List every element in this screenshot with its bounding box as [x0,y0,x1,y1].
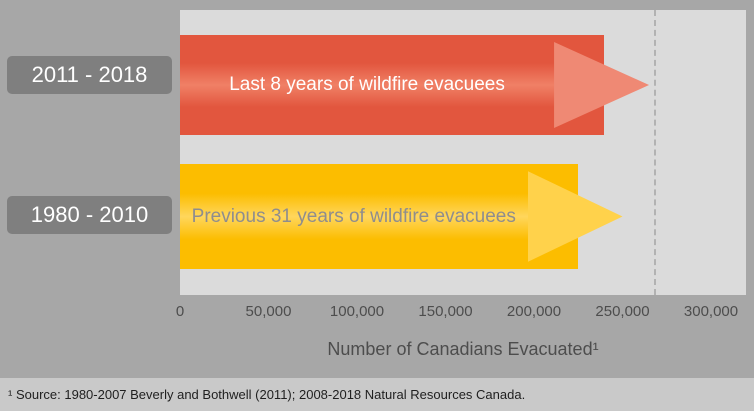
bar-1980-2010-shaft [180,164,578,269]
x-tick-label: 100,000 [329,303,385,320]
bar-2011-2018: Last 8 years of wildfire evacuees [180,35,650,135]
bar-1980-2010-label: Previous 31 years of wildfire evacuees [191,205,516,227]
x-tick-label: 200,000 [506,303,562,320]
category-label-1980-2010: 1980 - 2010 [7,196,172,234]
plot-area: Last 8 years of wildfire evacuees Previo… [180,10,746,295]
footnote-text: ¹ Source: 1980-2007 Beverly and Bothwell… [8,387,526,402]
reference-dashed-line [654,10,657,295]
x-tick-label: 250,000 [595,303,650,320]
bar-2011-2018-label: Last 8 years of wildfire evacuees [229,74,505,95]
x-axis-title: Number of Canadians Evacuated¹ [327,339,599,359]
x-axis-ticks: 0 50,000 100,000 150,000 200,000 250,000 300,0… [176,303,746,323]
bar-2011-2018-shaft [180,35,605,135]
category-label-2011-2018: 2011 - 2018 [7,56,172,94]
x-tick-label: 150,000 [418,303,473,320]
bar-1980-2010: Previous 31 years of wildfire evacuees [180,164,623,269]
x-tick-label: 300,000 [683,303,739,320]
footnote-bar: ¹ Source: 1980-2007 Beverly and Bothwell… [0,378,754,411]
x-tick-label: 0 [175,303,185,320]
x-tick-label: 50,000 [245,303,292,320]
